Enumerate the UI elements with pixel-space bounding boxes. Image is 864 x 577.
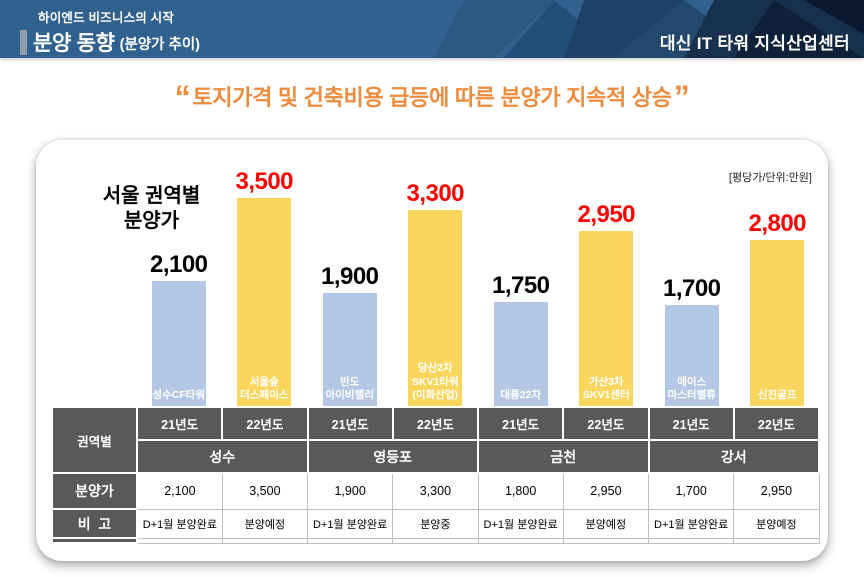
bar-name-label: 대륭22차 (500, 389, 542, 402)
bar-name-label: 서울숲 더스페이스 (240, 375, 289, 402)
price-cell: 1,800 (477, 472, 564, 510)
chart-title: 서울 권역별 분양가 (102, 185, 201, 232)
price-row-label: 분양가 (51, 472, 138, 510)
bar-value-label: 1,750 (491, 272, 550, 299)
bar-group-4: 3,300 당산2차 SKV1타워 (이화산업) (393, 180, 479, 406)
region-header-cell: 강서 (647, 439, 820, 474)
price-cell: 2,950 (733, 472, 820, 510)
tail-cell (392, 537, 479, 544)
bar-value-label: 1,700 (662, 275, 721, 302)
tail-cell (306, 537, 394, 544)
remark-row-label: 비 고 (51, 508, 138, 539)
region-header-cell: 영등포 (306, 439, 479, 474)
pricing-table: 권역별 21년도 22년도 21년도 22년도 21년도 22년도 21년도 2… (51, 406, 821, 544)
bar-value-label: 2,100 (149, 251, 208, 278)
year-header-row: 권역별 21년도 22년도 21년도 22년도 21년도 22년도 21년도 2… (51, 406, 821, 474)
page-title: 분양 동향 (33, 32, 115, 55)
remark-cell: 분양예정 (733, 508, 820, 539)
year-header-cell: 22년도 (562, 406, 650, 441)
tail-cell (477, 537, 564, 544)
bar-chart: 2,100 성수CF타워 3,500 서울숲 더스페이스 1,900 반도 아이비밸리 3,… (51, 140, 820, 406)
region-header-cell: 금천 (477, 439, 650, 474)
chart-area: 2,100 성수CF타워 3,500 서울숲 더스페이스 1,900 반도 아이비밸리 3,… (51, 140, 820, 406)
bar-value-label: 2,950 (577, 201, 636, 228)
tail-cell (562, 537, 650, 544)
bar-value-label: 2,800 (748, 210, 807, 237)
price-row: 분양가 2,100 3,500 1,900 3,300 1,800 2,950 … (51, 472, 820, 510)
corner-cell: 권역별 (51, 406, 138, 474)
remark-cell: D+1월 분양완료 (306, 508, 394, 539)
open-quote-mark: “ (174, 79, 191, 115)
tagline: 하이엔드 비즈니스의 시작 (38, 11, 175, 25)
remark-cell: D+1월 분양완료 (477, 508, 564, 539)
tail-cell (136, 537, 223, 544)
remark-cell: D+1월 분양완료 (136, 508, 223, 539)
top-band: 하이엔드 비즈니스의 시작 분양 동향 (분양가 추이) 대신 IT 타워 지식… (0, 0, 864, 58)
price-cell: 3,300 (392, 472, 479, 510)
corner-pattern (434, 0, 864, 58)
unit-note: [평당가/단위:만원] (728, 172, 812, 184)
close-quote-mark: ” (673, 79, 690, 115)
remark-cell: D+1월 분양완료 (647, 508, 735, 539)
year-header-cell: 22년도 (391, 406, 480, 441)
bar: 성수CF타워 (151, 281, 206, 406)
price-cell: 1,900 (306, 472, 394, 510)
bar-group-3: 1,900 반도 아이비밸리 (307, 263, 393, 406)
bar-group-1: 2,100 성수CF타워 (136, 251, 222, 406)
table-tail-row (51, 537, 820, 544)
bar-value-label: 3,300 (406, 180, 465, 207)
tail-cell (733, 537, 820, 544)
bar: 대륭22차 (493, 302, 548, 406)
bar-group-5: 1,750 대륭22차 (478, 272, 564, 406)
bar-name-label: 에이스 마스터밸류 (667, 375, 716, 402)
price-cell: 1,700 (647, 472, 735, 510)
headline-quote-text: 토지가격 및 건축비용 급등에 따른 분양가 지속적 상승 (192, 85, 672, 110)
bar-value-label: 3,500 (235, 168, 294, 195)
bar-value-label: 1,900 (320, 263, 379, 290)
remark-cell: 분양예정 (562, 508, 650, 539)
bar-name-label: 반도 아이비밸리 (325, 375, 374, 402)
bar-group-2: 3,500 서울숲 더스페이스 (222, 168, 308, 406)
bar: 당산2차 SKV1타워 (이화산업) (408, 210, 463, 406)
bar-name-label: 성수CF타워 (152, 389, 206, 402)
bar-name-label: 신진골프 (757, 389, 797, 402)
bar: 서울숲 더스페이스 (237, 198, 292, 406)
bar-group-7: 1,700 에이스 마스터밸류 (649, 275, 735, 406)
content-card: [평당가/단위:만원] 서울 권역별 분양가 2,100 성수CF타워 3,500 서… (36, 140, 828, 561)
title-row: 분양 동향 (분양가 추이) (20, 27, 200, 57)
year-header-cell: 21년도 (135, 406, 224, 441)
tail-label-cell (51, 537, 138, 544)
year-header-cell: 21년도 (306, 406, 394, 441)
bar-name-label: 가산3차 SKV1센터 (582, 375, 630, 402)
price-cell: 2,950 (562, 472, 650, 510)
headline-quote: “토지가격 및 건축비용 급등에 따른 분양가 지속적 상승” (0, 79, 864, 115)
page-title-sub: (분양가 추이) (119, 36, 201, 53)
price-cell: 2,100 (136, 472, 223, 510)
title-accent-bar (20, 29, 27, 55)
tail-cell (221, 537, 309, 544)
year-header-cell: 22년도 (732, 406, 821, 441)
bar-group-6: 2,950 가산3차 SKV1센터 (564, 201, 650, 406)
bar-group-8: 2,800 신진골프 (735, 210, 821, 406)
remark-row: 비 고 D+1월 분양완료 분양예정 D+1월 분양완료 분양중 D+1월 분양… (51, 508, 820, 539)
bar: 가산3차 SKV1센터 (579, 231, 634, 406)
bar-name-label: 당산2차 SKV1타워 (이화산업) (411, 362, 459, 402)
remark-cell: 분양중 (392, 508, 479, 539)
price-cell: 3,500 (221, 472, 309, 510)
bar: 신진골프 (750, 240, 805, 406)
year-header-cell: 22년도 (221, 406, 309, 441)
region-header-cell: 성수 (136, 439, 309, 474)
tail-cell (647, 537, 735, 544)
bar: 에이스 마스터밸류 (664, 305, 719, 406)
region-header-row: 성수 영등포 금천 강서 (52, 439, 820, 474)
table-area: 권역별 21년도 22년도 21년도 22년도 21년도 22년도 21년도 2… (51, 406, 821, 544)
remark-cell: 분양예정 (221, 508, 309, 539)
bar: 반도 아이비밸리 (322, 293, 377, 406)
building-name: 대신 IT 타워 지식산업센터 (659, 34, 850, 53)
year-header-cell: 21년도 (647, 406, 735, 441)
year-header-cell: 21년도 (476, 406, 565, 441)
